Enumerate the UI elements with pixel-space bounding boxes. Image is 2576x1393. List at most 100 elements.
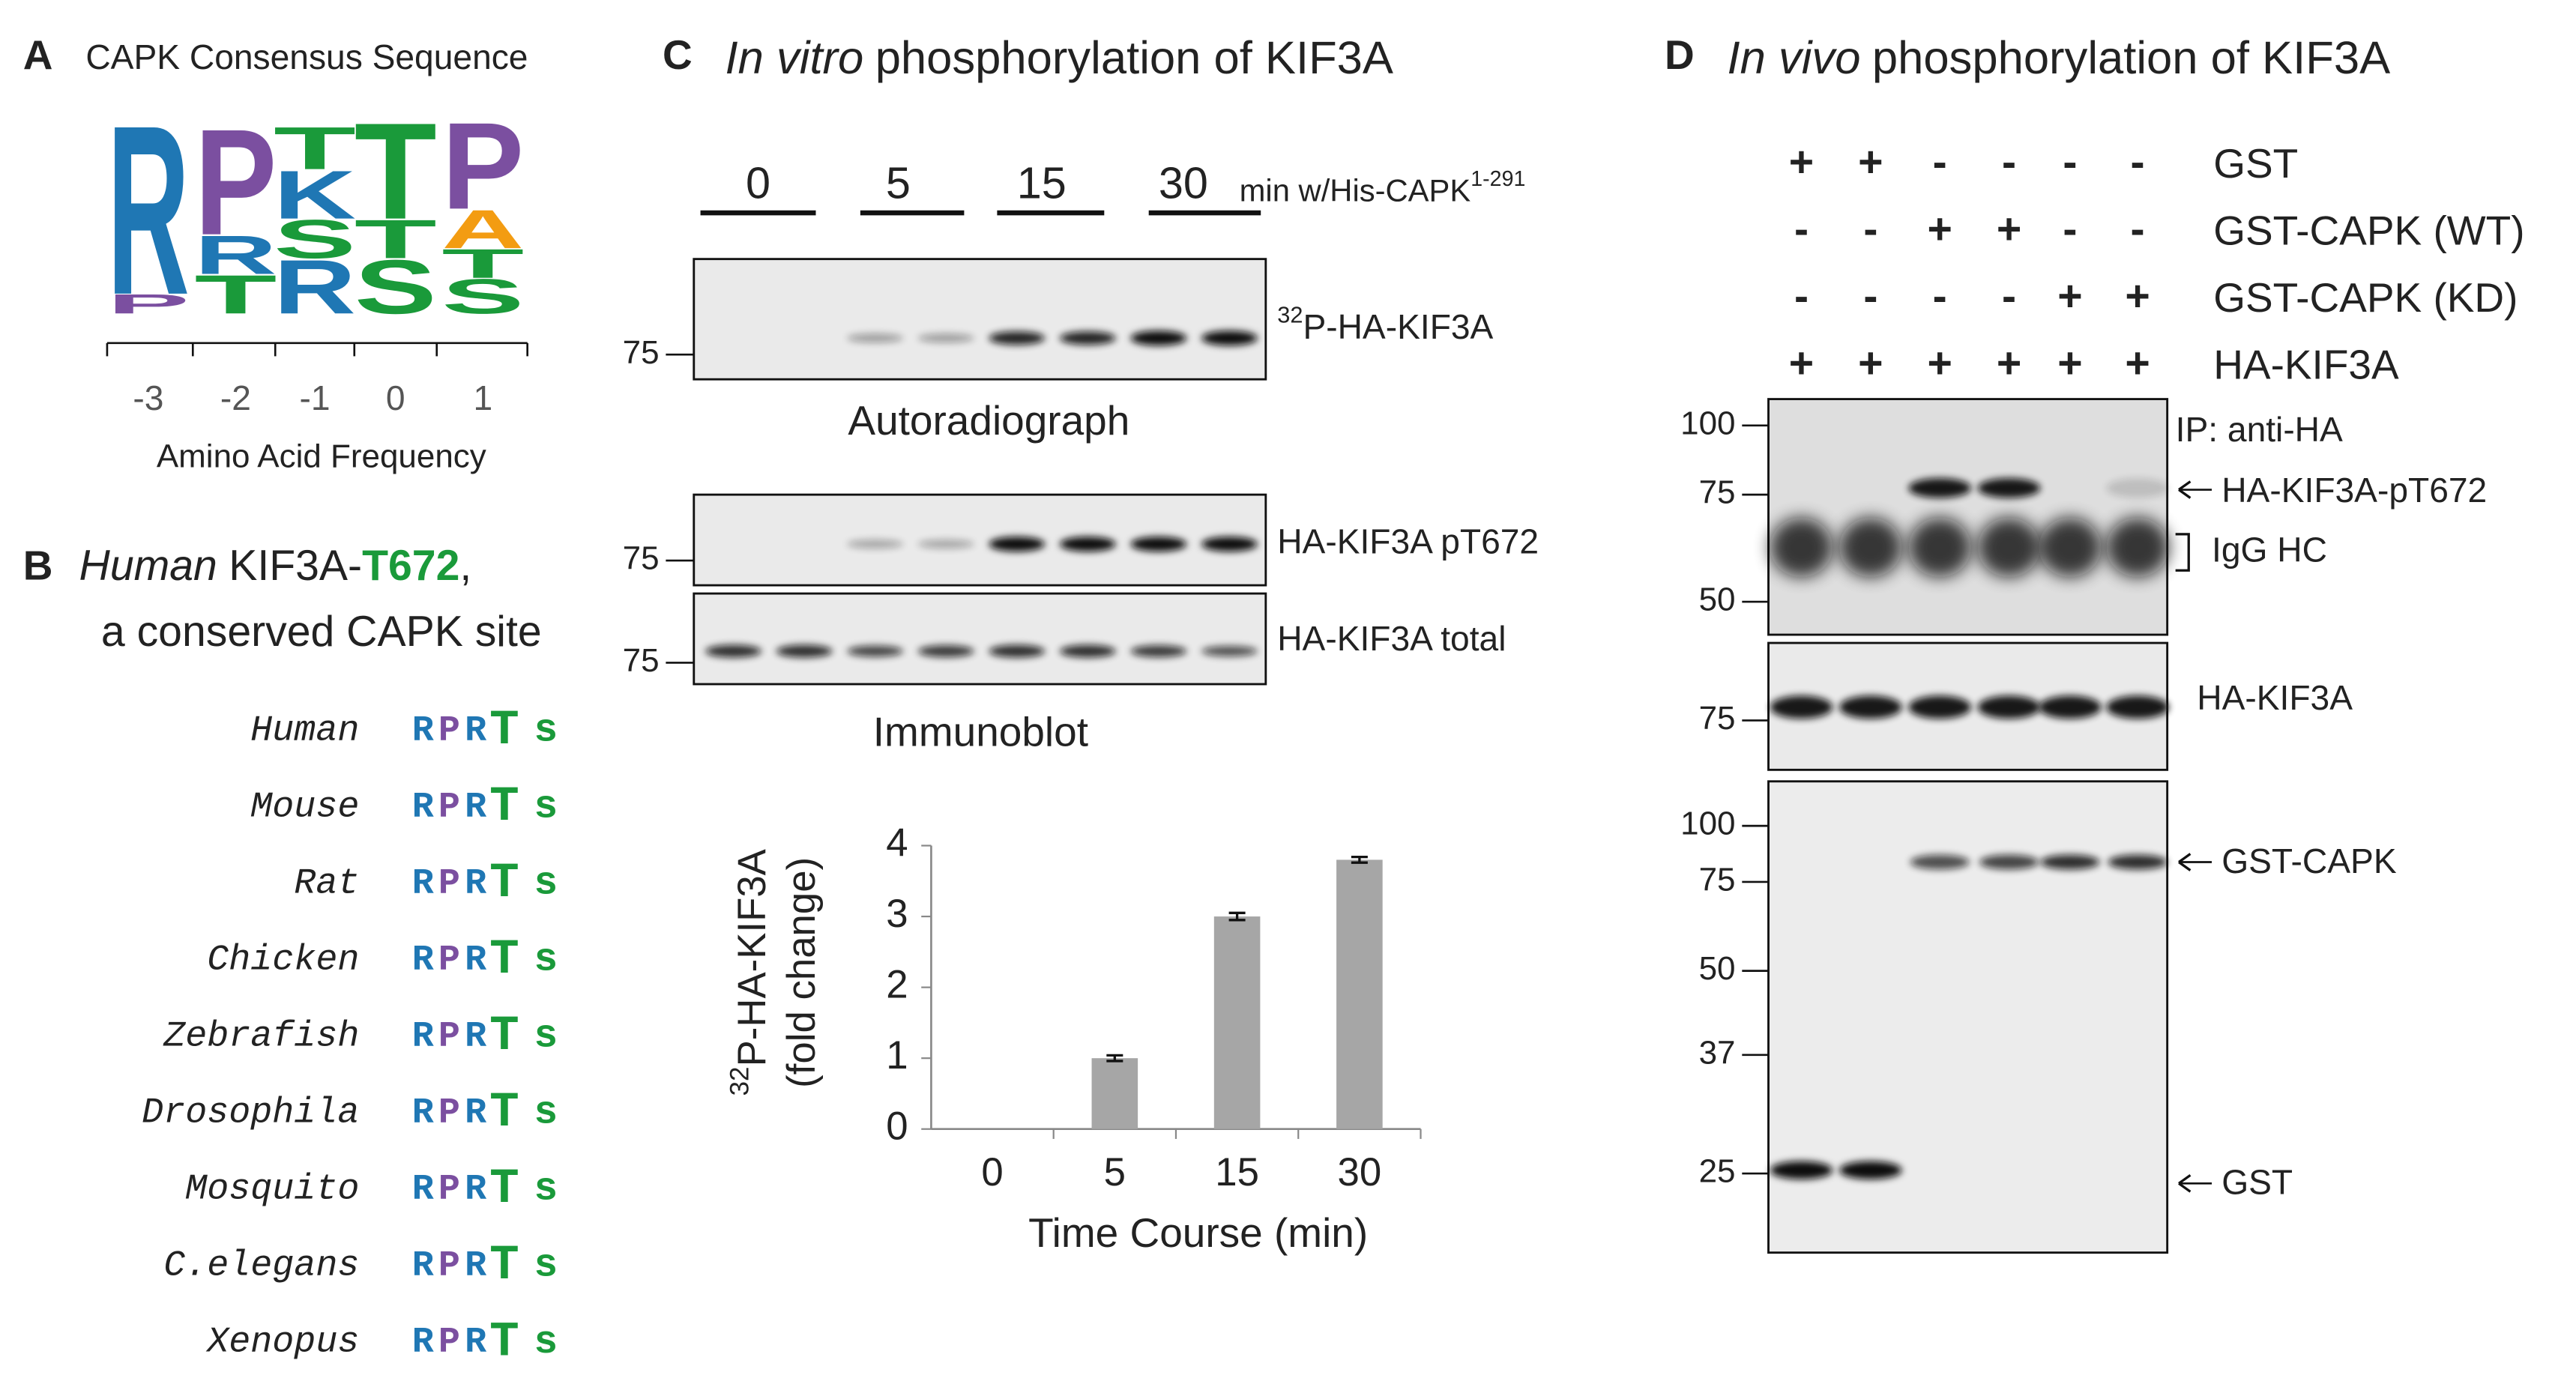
band — [1201, 330, 1258, 346]
band — [847, 333, 904, 343]
species-name: Xenopus — [205, 1322, 359, 1363]
band — [847, 540, 904, 549]
logo-letter: R — [107, 76, 190, 345]
timepoint-label: 0 — [746, 158, 770, 208]
condition-sign: - — [2002, 272, 2016, 320]
condition-sign: - — [1933, 272, 1947, 320]
bar — [1213, 916, 1261, 1129]
mw-marker: 75 — [1699, 861, 1736, 898]
band — [1908, 478, 1971, 498]
error-bar — [1106, 1054, 1123, 1063]
y-axis-label-text: P-HA-KIF3A — [730, 848, 774, 1066]
band — [1908, 695, 1971, 719]
band — [1839, 695, 1902, 719]
timepoint-label: 15 — [1017, 158, 1067, 208]
band — [1839, 517, 1902, 578]
condition-label: GST-CAPK (KD) — [2213, 274, 2518, 321]
y-axis-label: (fold change) — [779, 857, 824, 1088]
band — [1770, 1161, 1833, 1179]
motif-residue: R — [465, 1322, 486, 1363]
motif-residue: P — [438, 862, 460, 904]
band — [917, 333, 974, 343]
title-text: phosphorylation of KIF3A — [1872, 32, 2390, 84]
motif-residue: R — [412, 939, 434, 980]
title-text: KIF3A- — [229, 542, 362, 590]
condition-sign: + — [1997, 205, 2021, 253]
bar — [1091, 1058, 1138, 1129]
blot-label: HA-KIF3A pT672 — [1277, 522, 1539, 560]
y-tick-label: 1 — [886, 1033, 908, 1078]
logo-letter: K — [274, 157, 356, 233]
logo-letter: A — [441, 199, 524, 260]
arrow-head — [2178, 480, 2192, 499]
condition-sign: + — [1858, 339, 1883, 387]
motif-residue: T — [489, 1008, 519, 1064]
band — [1059, 331, 1116, 345]
axis-label: Amino Acid Frequency — [157, 438, 486, 474]
motif-residue: P — [438, 786, 460, 827]
logo-letter: S — [441, 269, 524, 324]
condition-sign: + — [2125, 339, 2150, 387]
logo-letter: T — [441, 241, 524, 286]
logo-letter: T — [355, 94, 437, 248]
treatment-text: min w/His-CAPK — [1240, 173, 1471, 208]
x-tick-label: 0 — [981, 1150, 1003, 1194]
condition-sign: - — [1794, 205, 1809, 253]
motif-residue: R — [465, 862, 486, 904]
band — [1130, 537, 1187, 552]
blot — [693, 592, 1267, 686]
band — [2106, 517, 2169, 578]
motif-residue: R — [412, 786, 434, 827]
motif-residue: P — [438, 1322, 460, 1363]
motif-residue: R — [465, 939, 486, 980]
motif-residue: s — [534, 708, 558, 753]
position-label: -2 — [220, 378, 251, 417]
motif-residue: s — [534, 1167, 558, 1212]
bar — [1336, 859, 1383, 1129]
condition-sign: - — [1863, 205, 1877, 253]
band — [2106, 695, 2169, 719]
band — [2108, 854, 2168, 870]
logo-letter: P — [441, 97, 524, 235]
panel-subtitle: a conserved CAPK site — [101, 608, 542, 656]
species-name: Drosophila — [142, 1093, 359, 1134]
mw-marker: 75 — [623, 642, 660, 679]
panel-title: CAPK Consensus Sequence — [85, 37, 528, 76]
band — [776, 644, 833, 658]
condition-sign: - — [2002, 138, 2016, 186]
x-tick-label: 5 — [1104, 1150, 1126, 1194]
condition-sign: + — [1789, 339, 1814, 387]
condition-sign: + — [1997, 339, 2021, 387]
mw-marker: 75 — [623, 334, 660, 371]
condition-sign: - — [2131, 138, 2145, 186]
panel-letter: A — [23, 31, 53, 78]
title-text: , — [459, 542, 471, 590]
band-label: HA-KIF3A-pT672 — [2221, 471, 2487, 510]
arrow-head — [2178, 1173, 2192, 1193]
band — [1979, 854, 2039, 870]
condition-sign: - — [1794, 272, 1809, 320]
mw-marker: 100 — [1680, 405, 1735, 441]
title-italic: Human — [79, 542, 217, 590]
motif-residue: R — [465, 1093, 486, 1134]
band — [1839, 1161, 1902, 1179]
timepoint-label: 5 — [886, 158, 911, 208]
band — [1130, 330, 1187, 346]
title-site: T672 — [362, 542, 459, 590]
band — [917, 540, 974, 549]
blot-caption: Immunoblot — [873, 709, 1088, 755]
blot-caption: Autoradiograph — [848, 397, 1129, 444]
timepoint-label: 30 — [1159, 158, 1208, 208]
band — [705, 644, 761, 658]
motif-residue: s — [534, 861, 558, 906]
band — [2040, 854, 2100, 870]
logo-letter: S — [274, 208, 356, 270]
logo-letter: P — [194, 97, 277, 267]
condition-sign: + — [2125, 272, 2150, 320]
mw-marker: 50 — [1699, 950, 1736, 987]
condition-sign: + — [2057, 272, 2082, 320]
motif-residue: s — [534, 1243, 558, 1288]
band — [2106, 478, 2169, 498]
mw-marker: 100 — [1680, 806, 1735, 842]
